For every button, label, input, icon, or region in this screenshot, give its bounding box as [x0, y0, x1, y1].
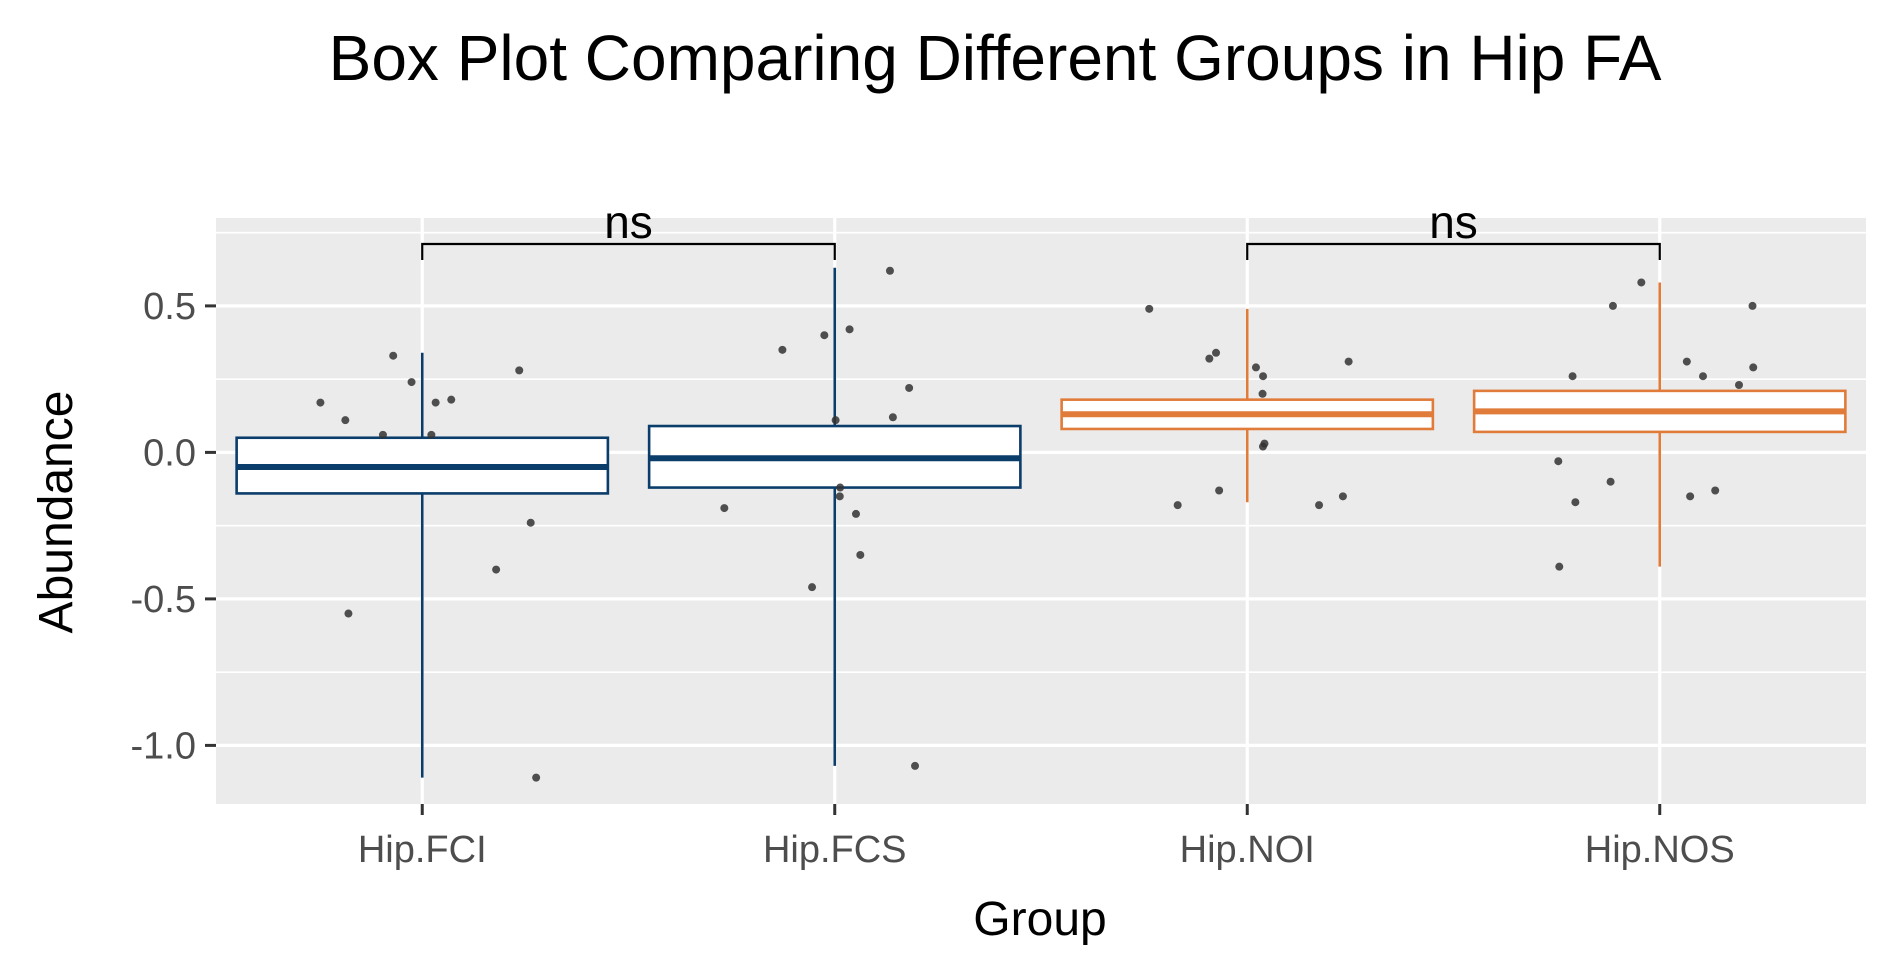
- data-point: [1251, 363, 1260, 372]
- data-point: [1686, 492, 1695, 501]
- data-point: [515, 366, 524, 375]
- x-tick-label: Hip.FCS: [763, 829, 907, 871]
- significance-label: ns: [604, 196, 653, 248]
- data-point: [389, 351, 398, 360]
- data-point: [856, 550, 865, 559]
- data-point: [1749, 363, 1758, 372]
- data-point: [1205, 354, 1214, 363]
- y-tick-label: -0.5: [131, 579, 196, 621]
- data-point: [431, 398, 440, 407]
- data-point: [911, 761, 920, 770]
- data-point: [851, 509, 860, 518]
- data-point: [407, 378, 416, 387]
- x-tick-label: Hip.NOI: [1180, 829, 1315, 871]
- data-point: [1344, 357, 1353, 366]
- axes: -1.0 -0.5 0.0 0.5 Hip.FCI Hip.FCS Hip.NOI Hip.N…: [131, 286, 1735, 871]
- data-point: [808, 583, 817, 592]
- data-point: [341, 416, 350, 425]
- data-point: [526, 518, 535, 527]
- data-point: [905, 383, 914, 392]
- data-point: [532, 773, 541, 782]
- data-point: [427, 430, 436, 439]
- data-point: [1315, 501, 1324, 510]
- data-point: [447, 395, 456, 404]
- boxes: [235, 267, 1847, 778]
- data-point: [344, 609, 353, 618]
- significance-bracket: [1246, 242, 1661, 260]
- data-point: [1555, 562, 1564, 571]
- data-point: [1682, 357, 1691, 366]
- data-point: [1571, 498, 1580, 507]
- data-point: [831, 416, 840, 425]
- data-point: [1338, 492, 1347, 501]
- data-point: [1258, 442, 1267, 451]
- data-point: [1568, 372, 1577, 381]
- data-point: [1711, 486, 1720, 495]
- y-tick-label: 0.0: [143, 432, 196, 474]
- data-point: [378, 430, 387, 439]
- data-point: [1699, 372, 1708, 381]
- data-point: [778, 345, 787, 354]
- plot-panel: [216, 218, 1866, 804]
- data-point: [1608, 301, 1617, 310]
- data-point: [1212, 348, 1221, 357]
- significance-bracket: [421, 242, 836, 260]
- y-tick-label: 0.5: [143, 286, 196, 328]
- data-point: [720, 504, 729, 513]
- x-tick-label: Hip.FCI: [358, 829, 487, 871]
- data-point: [1606, 477, 1615, 486]
- data-point: [820, 331, 829, 340]
- x-tick-label: Hip.NOS: [1585, 829, 1735, 871]
- significance-label: ns: [1429, 196, 1478, 248]
- significance-annotations: ns ns: [421, 196, 1661, 260]
- data-point: [1145, 304, 1154, 313]
- data-point: [888, 413, 897, 422]
- data-point: [316, 398, 325, 407]
- data-point: [845, 325, 854, 334]
- data-point: [1554, 457, 1563, 466]
- data-point: [1734, 381, 1743, 390]
- x-axis-title: Group: [973, 893, 1106, 946]
- data-point: [1748, 301, 1757, 310]
- chart-title: Box Plot Comparing Different Groups in H…: [329, 22, 1662, 94]
- data-point: [1215, 486, 1224, 495]
- data-point: [1259, 372, 1268, 381]
- data-point: [835, 492, 844, 501]
- data-point: [836, 483, 845, 492]
- data-point: [492, 565, 501, 574]
- data-point: [885, 266, 894, 275]
- data-points: [316, 266, 1758, 782]
- data-point: [1173, 501, 1182, 510]
- y-axis-title: Abundance: [30, 391, 83, 634]
- data-point: [1637, 278, 1646, 287]
- data-point: [1258, 389, 1267, 398]
- y-tick-label: -1.0: [131, 725, 196, 767]
